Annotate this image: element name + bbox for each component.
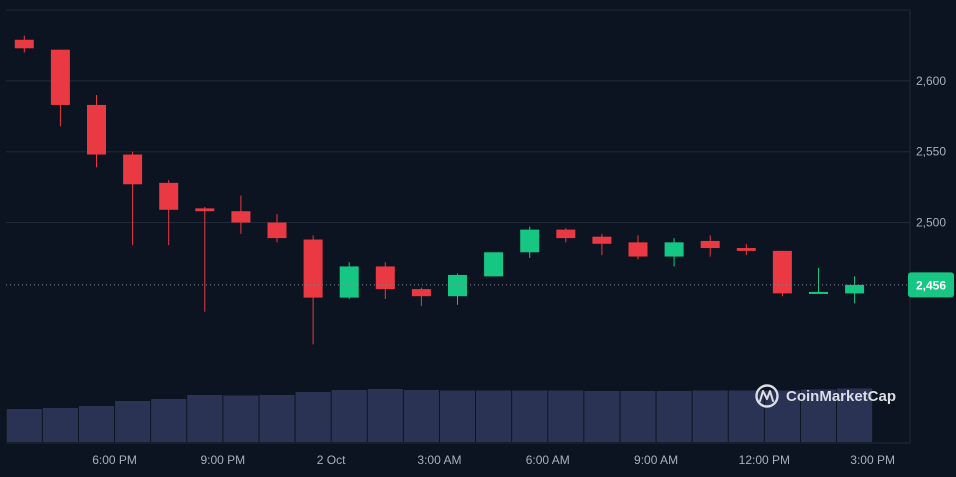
volume-bar	[331, 390, 367, 442]
volume-bar	[151, 399, 187, 442]
candle-body	[14, 39, 34, 49]
candle	[303, 235, 323, 345]
volume-bar	[764, 390, 800, 442]
volume-bar	[295, 392, 331, 442]
y-tick-label: 2,500	[916, 216, 946, 230]
current-price-label: 2,456	[916, 278, 946, 292]
y-tick-label: 2,600	[916, 74, 946, 88]
volume-bar	[800, 389, 837, 442]
candle	[123, 151, 143, 246]
volume-bar	[512, 390, 548, 442]
watermark: CoinMarketCap	[755, 384, 896, 408]
volume-bar	[223, 395, 259, 442]
x-axis: 6:00 PM 9:00 PM 2 Oct 3:00 AM 6:00 AM 9:00 AM…	[92, 453, 895, 467]
candle-body	[664, 242, 684, 257]
candle	[772, 250, 792, 297]
candle	[592, 233, 612, 256]
candle-body	[375, 266, 395, 290]
volume-bar	[187, 395, 223, 442]
candle-body	[520, 229, 540, 253]
x-tick-label: 3:00 AM	[417, 453, 461, 467]
candle	[375, 262, 395, 300]
candle-body	[484, 252, 504, 277]
candle	[700, 235, 720, 257]
candle-body	[411, 289, 431, 297]
candle-body	[231, 211, 251, 223]
volume-bar	[403, 390, 439, 442]
x-tick-label: 9:00 PM	[200, 453, 245, 467]
volume-bar	[548, 390, 584, 442]
candle-body	[809, 291, 828, 294]
x-tick-label: 3:00 PM	[850, 453, 895, 467]
volume-bar	[259, 395, 295, 442]
candle-body	[556, 229, 576, 239]
volume-bar	[728, 390, 764, 442]
candle	[87, 95, 106, 168]
volume-bar	[6, 409, 42, 442]
volume-bar	[584, 391, 620, 442]
candle-body	[592, 236, 612, 244]
x-tick-label: 9:00 AM	[634, 453, 678, 467]
x-tick-label: 6:00 AM	[526, 453, 570, 467]
candle	[339, 262, 359, 300]
candle-body	[87, 104, 106, 155]
volume-bar	[439, 390, 476, 442]
candle	[411, 287, 431, 307]
candle	[628, 235, 648, 260]
candle	[809, 267, 828, 294]
volume-bar	[115, 401, 151, 442]
x-tick-label: 2 Oct	[317, 453, 346, 467]
volume-bar	[837, 388, 873, 442]
current-price-badge: 2,456	[908, 272, 954, 298]
candle-body	[303, 239, 323, 298]
grid-lines	[6, 9, 911, 444]
y-tick-label: 2,550	[916, 145, 946, 159]
candle	[231, 195, 251, 234]
x-tick-label: 12:00 PM	[739, 453, 790, 467]
candle	[267, 214, 287, 243]
candle	[159, 180, 179, 246]
volume-bar	[656, 391, 692, 442]
candle-body	[736, 248, 756, 251]
candle	[14, 35, 34, 53]
volume-bar	[476, 390, 512, 442]
volume-bar	[42, 408, 78, 442]
candle	[845, 276, 865, 304]
candle	[520, 226, 540, 258]
candle-body	[50, 49, 70, 105]
x-tick-label: 6:00 PM	[92, 453, 137, 467]
candles	[14, 35, 865, 345]
candle-body	[159, 182, 179, 210]
volume-bar	[620, 391, 656, 442]
candle-body	[700, 240, 720, 249]
y-axis: 2,600 2,550 2,500	[916, 74, 946, 230]
candle	[50, 49, 70, 127]
candle	[484, 252, 504, 277]
coinmarketcap-logo-icon	[755, 384, 779, 408]
candle-body	[772, 250, 792, 294]
volume-bars	[6, 388, 873, 442]
volume-bar	[692, 390, 728, 442]
volume-bar	[78, 406, 115, 442]
candle	[448, 273, 467, 305]
candle-body	[339, 266, 359, 298]
candle-body	[448, 274, 467, 297]
candle	[556, 228, 576, 243]
candle-body	[195, 208, 215, 212]
candle-body	[628, 242, 648, 257]
candle-body	[267, 222, 287, 239]
candle	[736, 243, 756, 256]
candle	[664, 238, 684, 267]
candle-body	[123, 154, 143, 185]
candle-body	[845, 284, 865, 294]
volume-bar	[367, 389, 403, 442]
candle	[195, 206, 215, 312]
watermark-text: CoinMarketCap	[786, 388, 896, 405]
